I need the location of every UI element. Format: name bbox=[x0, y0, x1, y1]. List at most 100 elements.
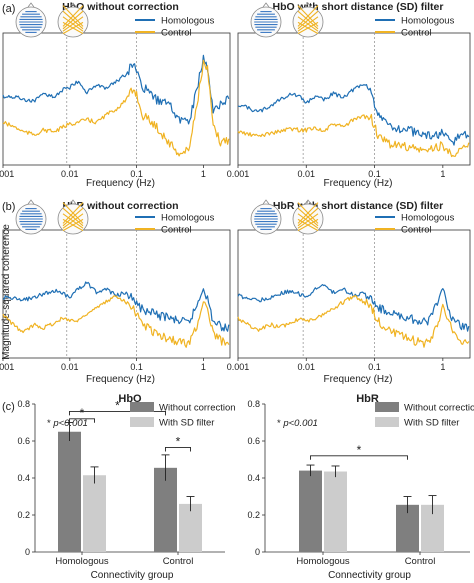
head-homologous-icon bbox=[15, 2, 47, 38]
legend-label-control: Control bbox=[401, 28, 432, 39]
y-tick-label: 0.8 bbox=[247, 399, 260, 409]
shared-y-label: Magnitude-squared coherence bbox=[1, 224, 12, 360]
x-tick-label: 0.1 bbox=[368, 362, 381, 372]
series-trend-control bbox=[238, 296, 470, 344]
significance-note-star: * bbox=[277, 418, 283, 429]
y-tick-label: 0.6 bbox=[247, 436, 260, 446]
y-tick-label: 0.8 bbox=[17, 399, 30, 409]
y-tick-label: 0 bbox=[25, 547, 30, 557]
x-axis-label: Connectivity group bbox=[328, 570, 411, 581]
bar-without-correction bbox=[396, 504, 419, 552]
legend-label-homologous: Homologous bbox=[401, 213, 455, 224]
x-axis-label: Frequency (Hz) bbox=[324, 374, 393, 385]
series-line-homologous bbox=[2, 54, 230, 125]
legend-label-control: Control bbox=[161, 225, 192, 236]
bar-without-correction bbox=[58, 431, 81, 552]
bar-with-sd-filter bbox=[179, 503, 202, 552]
panel-label: (a) bbox=[2, 3, 15, 15]
legend-swatch bbox=[130, 402, 154, 412]
control-connection bbox=[62, 16, 84, 32]
nose-mark bbox=[304, 199, 312, 205]
head-control-icon bbox=[57, 2, 89, 38]
control-connection bbox=[62, 202, 84, 224]
legend-label-homologous: Homologous bbox=[401, 16, 455, 27]
chart-title: HbR without correction bbox=[62, 200, 178, 212]
x-tick-label: 1 bbox=[440, 169, 445, 179]
series-trend-control bbox=[3, 296, 230, 344]
legend-swatch bbox=[130, 417, 154, 427]
x-tick-label: 0.1 bbox=[130, 362, 143, 372]
x-tick-label: 1 bbox=[440, 362, 445, 372]
y-tick-label: 0.4 bbox=[247, 473, 260, 483]
panel-label: (c) bbox=[2, 401, 15, 413]
significance-star: * bbox=[80, 406, 85, 420]
x-tick-label: 0.01 bbox=[298, 362, 316, 372]
nose-mark bbox=[27, 199, 35, 205]
head-homologous-icon bbox=[250, 2, 282, 38]
x-axis-label: Frequency (Hz) bbox=[86, 374, 155, 385]
control-connection bbox=[297, 5, 319, 27]
head-control-icon bbox=[57, 199, 89, 235]
chart-title: HbR bbox=[356, 393, 379, 405]
control-connection bbox=[297, 213, 319, 229]
x-tick-label: 0.1 bbox=[368, 169, 381, 179]
x-tick-label: 0.01 bbox=[61, 362, 79, 372]
significance-star: * bbox=[176, 434, 181, 448]
series-line-homologous bbox=[237, 84, 470, 146]
plot-frame bbox=[237, 229, 471, 359]
legend-label-homologous: Homologous bbox=[161, 213, 215, 224]
legend-label-control: Control bbox=[401, 225, 432, 236]
head-outline bbox=[57, 203, 89, 235]
x-tick-label: 0.01 bbox=[61, 169, 79, 179]
legend-label-control: Control bbox=[161, 28, 192, 39]
legend-swatch bbox=[375, 402, 399, 412]
chart-title: HbO without correction bbox=[62, 1, 179, 13]
plot-frame bbox=[237, 32, 471, 166]
significance-bracket bbox=[69, 418, 95, 423]
control-connection bbox=[62, 207, 84, 227]
significance-star: * bbox=[357, 443, 362, 457]
series-line-control bbox=[237, 294, 470, 348]
x-tick-label: 0.001 bbox=[227, 169, 250, 179]
plot-frame bbox=[2, 229, 231, 359]
head-control-icon bbox=[292, 2, 324, 38]
bar-without-correction bbox=[299, 470, 322, 552]
x-tick-label: 0.001 bbox=[227, 362, 250, 372]
control-connection bbox=[297, 10, 319, 30]
y-tick-label: 0.2 bbox=[17, 510, 30, 520]
legend-label: Without correction bbox=[159, 403, 236, 414]
legend-label: With SD filter bbox=[159, 418, 214, 429]
x-tick-label: 0.1 bbox=[130, 169, 143, 179]
legend-label: Without correction bbox=[404, 403, 474, 414]
control-connection bbox=[62, 213, 84, 229]
significance-note: * p<0.001 bbox=[47, 418, 88, 429]
bar-with-sd-filter bbox=[83, 475, 106, 552]
series-line-control bbox=[2, 295, 230, 348]
x-axis-label: Frequency (Hz) bbox=[324, 178, 393, 189]
nose-mark bbox=[304, 2, 312, 8]
series-trend-homologous bbox=[238, 286, 470, 329]
legend-label-homologous: Homologous bbox=[161, 16, 215, 27]
x-tick-label: 1 bbox=[201, 169, 206, 179]
x-axis-label: Connectivity group bbox=[91, 570, 174, 581]
control-connection bbox=[62, 5, 84, 27]
series-line-homologous bbox=[2, 281, 230, 332]
head-control-icon bbox=[292, 199, 324, 235]
x-tick-label: Homologous bbox=[296, 556, 350, 567]
series-line-control bbox=[2, 59, 230, 157]
control-connection bbox=[62, 21, 84, 35]
legend-swatch bbox=[375, 417, 399, 427]
significance-bracket bbox=[165, 447, 191, 452]
significance-note-star: * bbox=[47, 418, 53, 429]
panel-label: (b) bbox=[2, 201, 15, 213]
x-tick-label: Control bbox=[163, 556, 194, 567]
series-line-control bbox=[237, 113, 470, 158]
plot-frame bbox=[2, 32, 231, 166]
bar-without-correction bbox=[154, 467, 177, 552]
significance-note: * p<0.001 bbox=[277, 418, 318, 429]
x-tick-label: 0.001 bbox=[0, 362, 14, 372]
control-connection bbox=[297, 202, 319, 224]
x-tick-label: 0.001 bbox=[0, 169, 14, 179]
p-value-label: p<0.001 bbox=[282, 418, 318, 429]
